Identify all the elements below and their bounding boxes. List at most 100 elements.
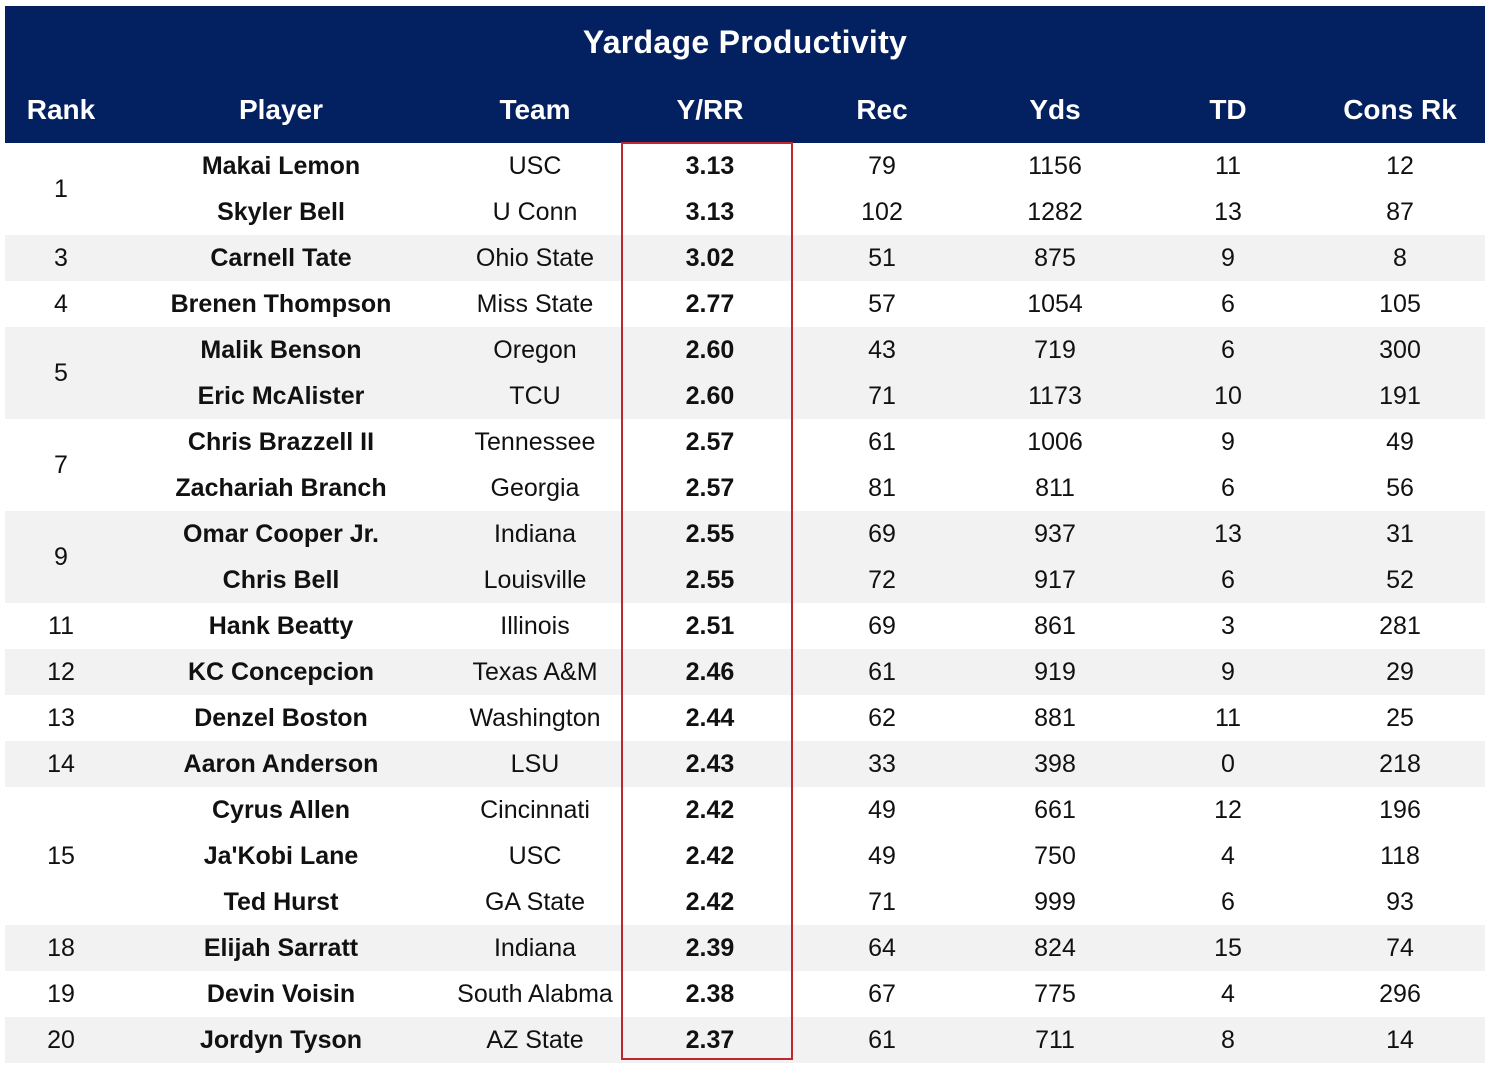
rank-group: 3 Carnell Tate Ohio State 3.02 51 875 9 8 [5,235,1485,281]
rec-cell: 67 [868,980,896,1008]
td-cell: 4 [1221,980,1235,1008]
cons-rk-cell: 49 [1386,428,1414,456]
yds-cell: 1173 [1028,382,1082,410]
cons-rk-cell: 296 [1379,980,1421,1008]
rank-cell: 13 [47,703,75,732]
rank-group: 4 Brenen Thompson Miss State 2.77 57 1054 6 105 [5,281,1485,327]
team-cell: Indiana [493,520,577,548]
table-title: Yardage Productivity [582,24,908,60]
td-cell: 11 [1215,704,1241,732]
yds-cell: 775 [1034,980,1076,1008]
column-header-rank: Rank [26,94,96,125]
rec-cell: 72 [868,566,896,594]
column-header-yds: Yds [1029,94,1081,125]
table-row: Eric McAlister TCU 2.60 71 1173 10 191 [5,373,1485,419]
cons-rk-cell: 281 [1379,612,1421,640]
rank-group: 9 Omar Cooper Jr. Indiana 2.55 69 937 13 31 Chri… [5,511,1485,603]
td-cell: 13 [1214,520,1242,548]
cons-rk-cell: 74 [1386,934,1414,962]
rec-cell: 71 [868,888,896,916]
td-cell: 6 [1221,474,1235,502]
cons-rk-cell: 300 [1379,336,1421,364]
yrr-cell: 2.37 [685,1026,735,1054]
table-row: Brenen Thompson Miss State 2.77 57 1054 6 105 [5,281,1485,327]
table-row: KC Concepcion Texas A&M 2.46 61 919 9 29 [5,649,1485,695]
rank-cell: 14 [47,749,75,778]
yds-cell: 999 [1034,888,1076,916]
cons-rk-cell: 29 [1386,658,1414,686]
td-cell: 13 [1214,198,1242,226]
yrr-cell: 2.46 [685,658,735,686]
td-cell: 6 [1221,336,1235,364]
yds-cell: 1006 [1027,428,1083,456]
team-cell: Indiana [493,934,577,962]
td-cell: 8 [1221,1026,1235,1054]
table-row: Devin Voisin South Alabma 2.38 67 775 4 296 [5,971,1485,1017]
td-cell: 3 [1221,612,1235,640]
table-header: Yardage Productivity Rank Player Team Y/… [5,6,1485,143]
td-cell: 6 [1221,888,1235,916]
td-cell: 12 [1214,796,1242,824]
team-cell: TCU [509,382,561,410]
yds-cell: 711 [1035,1026,1075,1054]
team-cell: Washington [469,704,601,732]
team-cell: Illinois [500,612,570,640]
team-cell: Ohio State [475,244,595,272]
player-cell: Aaron Anderson [183,750,379,778]
yrr-cell: 2.60 [685,382,735,410]
team-cell: Cincinnati [480,796,590,824]
td-cell: 9 [1221,428,1235,456]
table-row: Hank Beatty Illinois 2.51 69 861 3 281 [5,603,1485,649]
rank-group: 15 Cyrus Allen Cincinnati 2.42 49 661 12 196 Ja'… [5,787,1485,925]
yds-cell: 824 [1034,934,1076,962]
rank-group: 1 Makai Lemon USC 3.13 79 1156 11 12 Skyler Bell… [5,143,1485,235]
rank-cell: 5 [54,358,68,387]
rank-cell: 11 [48,611,74,640]
column-headers: Rank Player Team Y/RR Rec Yds TD Cons Rk [5,94,1485,130]
rec-cell: 49 [868,842,896,870]
table-row: Skyler Bell U Conn 3.13 102 1282 13 87 [5,189,1485,235]
team-cell: South Alabma [457,980,613,1008]
rank-cell: 18 [47,933,75,962]
rank-cell: 12 [47,657,75,686]
column-header-team: Team [499,94,571,125]
rank-group: 12 KC Concepcion Texas A&M 2.46 61 919 9 29 [5,649,1485,695]
yrr-cell: 2.57 [685,474,735,502]
table-row: Malik Benson Oregon 2.60 43 719 6 300 [5,327,1485,373]
rec-cell: 33 [868,750,896,778]
team-cell: Oregon [493,336,577,364]
team-cell: Texas A&M [472,658,598,686]
player-cell: Denzel Boston [194,704,368,732]
player-cell: Zachariah Branch [175,474,387,502]
td-cell: 9 [1221,658,1235,686]
rec-cell: 79 [868,152,896,180]
yds-cell: 861 [1034,612,1076,640]
team-cell: USC [508,842,562,870]
rec-cell: 62 [868,704,896,732]
team-cell: Tennessee [474,428,596,456]
team-cell: USC [508,152,562,180]
yrr-cell: 2.57 [685,428,735,456]
player-cell: Eric McAlister [197,382,365,410]
yds-cell: 661 [1034,796,1076,824]
player-cell: Malik Benson [200,336,362,364]
rank-cell: 7 [54,450,68,479]
rank-group: 18 Elijah Sarratt Indiana 2.39 64 824 15 74 [5,925,1485,971]
yrr-cell: 2.51 [685,612,735,640]
yds-cell: 919 [1034,658,1076,686]
rank-cell: 20 [47,1025,75,1054]
player-cell: KC Concepcion [187,658,375,686]
cons-rk-cell: 14 [1386,1026,1414,1054]
rec-cell: 81 [868,474,896,502]
productivity-table: Yardage Productivity Rank Player Team Y/… [5,6,1485,1063]
table-row: Jordyn Tyson AZ State 2.37 61 711 8 14 [5,1017,1485,1063]
player-cell: Makai Lemon [201,152,361,180]
td-cell: 10 [1214,382,1242,410]
yrr-cell: 2.42 [685,888,735,916]
table-row: Makai Lemon USC 3.13 79 1156 11 12 [5,143,1485,189]
column-header-td: TD [1209,94,1247,125]
table-row: Ted Hurst GA State 2.42 71 999 6 93 [5,879,1485,925]
yds-cell: 1054 [1027,290,1083,318]
player-cell: Devin Voisin [206,980,356,1008]
td-cell: 6 [1221,290,1235,318]
